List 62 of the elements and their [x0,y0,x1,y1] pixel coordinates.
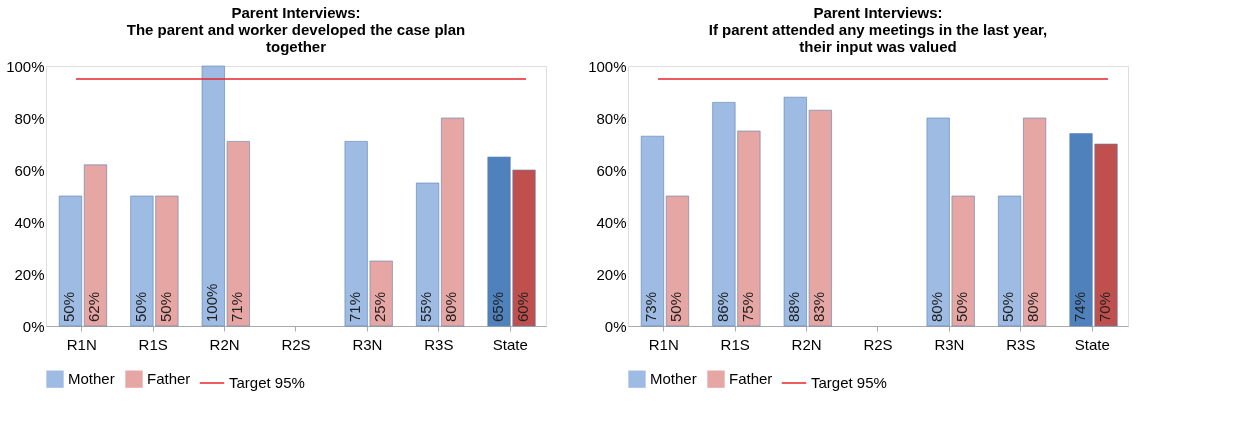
legend-label: Mother [68,370,115,388]
data-label: 88% [785,291,803,322]
legend-label: Father [729,370,773,388]
data-label: 62% [85,291,103,322]
x-tick-label: R2S [281,335,311,353]
y-tick-label: 0% [604,317,627,335]
y-tick-label: 0% [22,317,45,335]
x-tick-label: R3N [352,335,383,353]
data-label: 50% [156,291,174,322]
data-label: 75% [738,291,756,322]
x-tick-label: R2N [791,335,822,353]
x-tick-label: R2N [209,335,240,353]
data-label: 60% [513,291,531,322]
data-label: 80% [1024,291,1042,322]
x-tick-label: State [492,335,528,353]
legend-label: Mother [650,370,697,388]
data-label: 50% [131,291,149,322]
data-label: 100% [203,283,221,322]
bar [83,164,108,327]
y-tick-label: 20% [14,265,45,283]
data-label: 25% [370,291,388,322]
x-tick-label: State [1074,335,1110,353]
x-tick-label: R1N [648,335,679,353]
y-tick-label: 60% [596,161,627,179]
bar [665,195,690,327]
y-tick-label: 80% [14,109,45,127]
data-label: 55% [417,291,435,322]
data-label: 71% [228,291,246,322]
data-label: 73% [642,291,660,322]
data-label: 74% [1070,291,1088,322]
y-tick-label: 40% [14,213,45,231]
x-tick-label: R2S [863,335,893,353]
y-tick-label: 20% [596,265,627,283]
x-tick-label: R3N [934,335,965,353]
y-tick-label: 60% [14,161,45,179]
y-tick-label: 40% [596,213,627,231]
x-tick-label: R1N [66,335,97,353]
data-label: 50% [667,291,685,322]
data-label: 80% [927,291,945,322]
bar [640,135,665,327]
data-label: 83% [810,291,828,322]
data-label: 70% [1095,291,1113,322]
x-tick-label: R3S [424,335,454,353]
chart-title: Parent Interviews: The parent and worker developed the case plan together [126,4,466,55]
legend-label: Target 95% [229,374,305,391]
data-label: 50% [60,291,78,322]
data-label: 80% [442,291,460,322]
data-label: 50% [999,291,1017,322]
y-tick-label: 100% [588,57,627,75]
chart-title: Parent Interviews: If parent attended any meetings in the last year, their input was valued [708,4,1048,55]
bar [58,195,83,327]
y-tick-label: 100% [6,57,45,75]
y-tick-label: 80% [596,109,627,127]
x-tick-label: R3S [1006,335,1036,353]
legend-label: Target 95% [811,374,887,391]
data-label: 50% [952,291,970,322]
data-label: 86% [713,291,731,322]
legend-label: Father [147,370,191,388]
x-tick-label: R1S [720,335,750,353]
x-tick-label: R1S [138,335,168,353]
data-label: 71% [345,291,363,322]
data-label: 65% [488,291,506,322]
